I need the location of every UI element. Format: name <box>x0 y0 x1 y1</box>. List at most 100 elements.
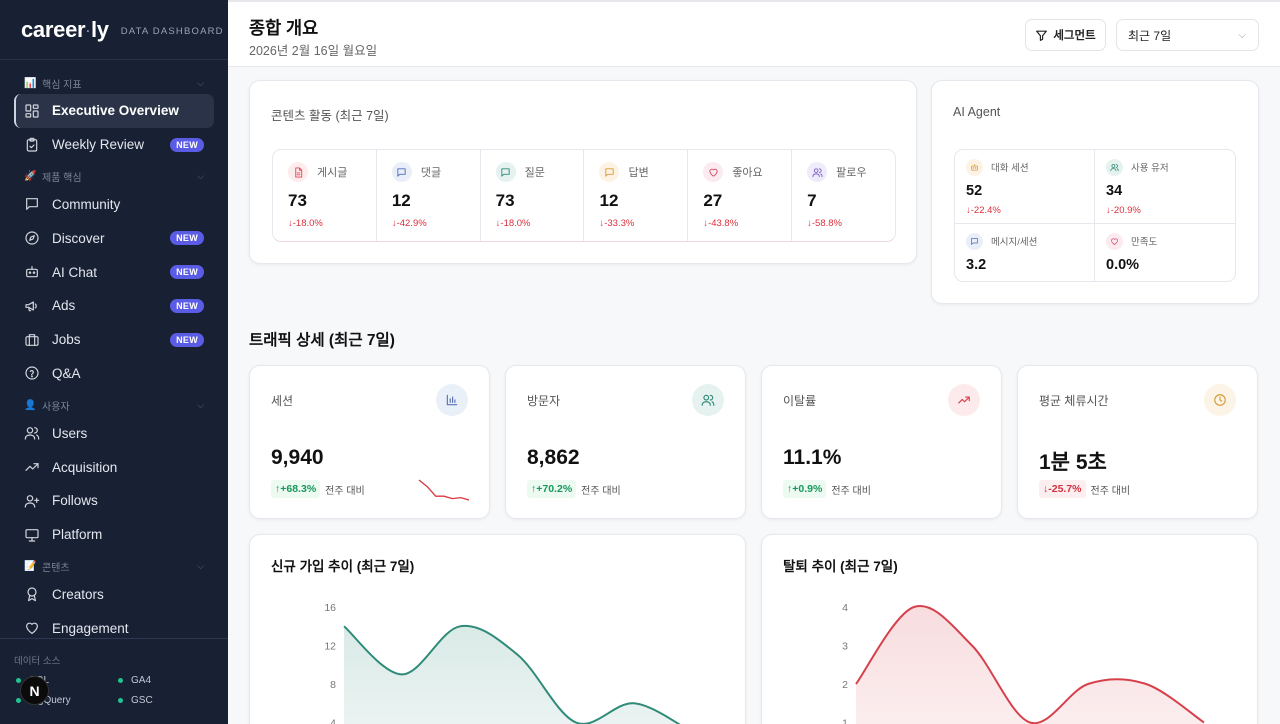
brand-subtitle: DATA DASHBOARD <box>120 25 224 37</box>
bot-icon <box>26 266 38 278</box>
sidebar-item-ai-chat[interactable]: AI Chat NEW <box>14 255 214 289</box>
sidebar-item-label: Follows <box>52 493 98 509</box>
logo[interactable]: career·ly <box>21 16 109 42</box>
group-emoji-icon: 📝 <box>24 561 37 573</box>
sidebar-item-users[interactable]: Users <box>14 416 214 450</box>
kpi-compare-label: 전주 대비 <box>325 485 365 497</box>
area-fill <box>856 606 1204 724</box>
metric-label: 사용 유저 <box>1131 163 1169 174</box>
sidebar-item-platform[interactable]: Platform <box>14 518 214 552</box>
sidebar-item-discover[interactable]: Discover NEW <box>14 221 214 255</box>
content-metric-cell: 게시글 73 ↓-18.0% <box>273 150 377 241</box>
signup-trend-card: 신규 가입 추이 (최근 7일) 4 8 12 16 <box>249 534 746 724</box>
sidebar-item-follows[interactable]: Follows <box>14 484 214 518</box>
signup-area-chart[interactable]: 4 8 12 16 <box>250 535 747 724</box>
filter-icon <box>1036 30 1048 41</box>
sidebar-item-q-a[interactable]: Q&A <box>14 357 214 391</box>
kpi-card: 평균 체류시간 1분 5초 ↓-25.7% 전주 대비 <box>1017 365 1258 519</box>
users-icon <box>812 167 823 177</box>
nav-group-header[interactable]: 📝 콘텐츠 ⌵ <box>24 561 204 575</box>
kpi-label: 방문자 <box>527 394 561 408</box>
heart-icon <box>1111 238 1118 245</box>
churn-area-chart[interactable]: 1 2 3 4 <box>762 535 1259 724</box>
kpi-delta-badge: ↑+68.3% <box>271 480 321 498</box>
brand: career·ly DATA DASHBOARD <box>0 0 228 60</box>
data-sources-title: 데이터 소스 <box>14 656 61 667</box>
metric-value: 52 <box>966 183 983 199</box>
page-title: 종합 개요 <box>249 18 319 38</box>
sidebar-nav: 📊 핵심 지표 ⌵ Executive Overview Weekly Revi… <box>0 60 228 645</box>
sidebar-item-weekly-review[interactable]: Weekly Review NEW <box>14 128 214 162</box>
sidebar-item-label: Ads <box>52 298 76 314</box>
kpi-label: 세션 <box>271 394 294 408</box>
sidebar-item-label: Community <box>52 196 121 212</box>
sidebar-item-label: Executive Overview <box>52 103 179 119</box>
award-icon <box>27 587 37 602</box>
date-range-select[interactable]: 최근 7일 ⌵ <box>1116 19 1259 51</box>
help-circle-icon <box>25 366 39 381</box>
chevron-down-icon: ⌵ <box>197 399 204 410</box>
data-source-gsc: GSC <box>116 695 216 706</box>
trend-line <box>343 624 681 724</box>
metric-value: 12 <box>391 191 411 210</box>
metric-label: 팔로우 <box>836 167 867 179</box>
y-tick-label: 2 <box>842 679 848 691</box>
metric-label: 댓글 <box>420 167 442 179</box>
monitor-icon <box>25 528 39 542</box>
users-icon <box>701 394 715 406</box>
sidebar-item-community[interactable]: Community <box>14 188 214 222</box>
dev-tools-button[interactable]: N <box>20 676 49 705</box>
bar-chart-icon <box>446 394 458 406</box>
card-title: 콘텐츠 활동 (최근 7일) <box>271 109 389 123</box>
metric-delta: ↓-20.9% <box>1106 205 1141 216</box>
status-dot-icon <box>16 698 21 703</box>
sidebar-item-acquisition[interactable]: Acquisition <box>14 450 214 484</box>
chevron-down-icon: ⌵ <box>197 561 204 572</box>
kpi-card: 세션 9,940 ↑+68.3% 전주 대비 <box>249 365 490 519</box>
ai-metric-cell: 사용 유저 34 ↓-20.9% <box>1095 150 1235 224</box>
metric-delta: ↓-43.8% <box>703 218 739 229</box>
sidebar-item-jobs[interactable]: Jobs NEW <box>14 323 214 357</box>
data-source-bigquery: BigQuery <box>14 695 116 706</box>
kpi-value: 9,940 <box>271 446 324 469</box>
segment-button[interactable]: 세그먼트 <box>1025 19 1106 51</box>
sidebar-item-creators[interactable]: Creators <box>14 578 214 612</box>
sidebar-item-ads[interactable]: Ads NEW <box>14 289 214 323</box>
nav-group-header[interactable]: 👤 사용자 ⌵ <box>24 399 204 413</box>
new-badge: NEW <box>170 332 204 347</box>
heart-icon <box>26 622 38 635</box>
chart-title: 신규 가입 추이 (최근 7일) <box>271 559 415 574</box>
sidebar: career·ly DATA DASHBOARD 📊 핵심 지표 ⌵ Execu… <box>0 0 228 724</box>
sidebar-item-label: Platform <box>52 527 103 543</box>
new-badge: NEW <box>170 137 204 152</box>
y-tick-label: 3 <box>842 641 848 653</box>
heart-icon <box>709 168 718 177</box>
metric-label: 게시글 <box>317 167 348 179</box>
metric-delta: ↓-22.4% <box>966 205 1001 216</box>
trend-line <box>855 605 1205 724</box>
content-metric-cell: 댓글 12 ↓-42.9% <box>377 150 481 241</box>
ai-metric-cell: 메시지/세션 3.2 <box>955 224 1095 281</box>
metric-value: 12 <box>599 191 619 210</box>
nav-group-header[interactable]: 📊 핵심 지표 ⌵ <box>24 77 204 91</box>
chart-title: 탈퇴 추이 (최근 7일) <box>783 559 898 574</box>
area-fill <box>344 625 679 724</box>
ai-agent-grid: 대화 세션 52 ↓-22.4% 사용 유저 34 ↓-20.9% 메시지/세션… <box>954 149 1236 282</box>
metric-delta: ↓-42.9% <box>391 218 427 229</box>
metric-label: 메시지/세션 <box>991 237 1038 248</box>
sidebar-item-label: Acquisition <box>52 459 118 475</box>
bot-icon <box>971 163 978 170</box>
chevron-down-icon: ⌵ <box>197 77 204 88</box>
sessions-sparkline <box>418 479 470 501</box>
sidebar-item-engagement[interactable]: Engagement <box>14 611 214 645</box>
y-tick-label: 8 <box>330 679 336 691</box>
clipboard-check-icon <box>26 137 38 152</box>
content-activity-grid: 게시글 73 ↓-18.0% 댓글 12 ↓-42.9% 질문 73 ↓-18.… <box>272 149 896 242</box>
y-tick-label: 16 <box>324 602 336 614</box>
sidebar-item-executive-overview[interactable]: Executive Overview <box>14 94 214 128</box>
nav-group-header[interactable]: 🚀 제품 핵심 ⌵ <box>24 171 204 185</box>
metric-value: 7 <box>807 191 817 210</box>
metric-delta: ↓-33.3% <box>599 218 635 229</box>
y-tick-label: 1 <box>842 718 848 724</box>
message-square-icon <box>605 167 614 177</box>
